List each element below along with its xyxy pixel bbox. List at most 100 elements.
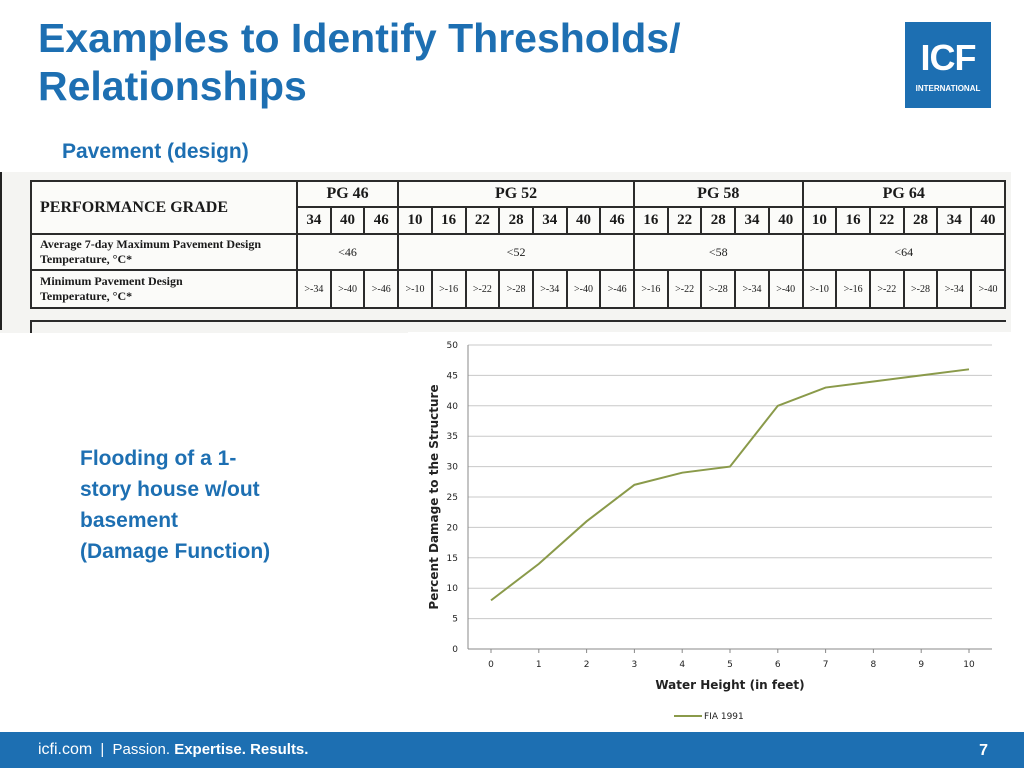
grade-value-cell: 46	[363, 206, 400, 235]
row-label-line: Temperature, °C*	[40, 252, 133, 266]
y-tick-label: 35	[447, 432, 458, 442]
average-max-temp-row: Average 7-day Maximum Pavement Design Tem…	[30, 233, 1007, 271]
row-label-line: Minimum Pavement Design	[40, 274, 183, 288]
grade-value-cell: 28	[700, 206, 737, 235]
y-tick-label: 15	[447, 554, 458, 564]
minimum-temp-row: Minimum Pavement Design Temperature, °C* >…	[30, 269, 1006, 309]
x-tick-label: 3	[632, 660, 638, 670]
minimum-temp-cell: >-40	[767, 269, 804, 309]
grade-group-label: PG 46	[295, 180, 400, 208]
minimum-temp-cell: >-46	[599, 269, 636, 309]
footer-tagline-passion: Passion.	[112, 741, 171, 758]
grade-value-cell: 34	[296, 206, 332, 235]
y-tick-label: 20	[447, 523, 459, 533]
minimum-temp-cell: >-10	[801, 269, 838, 309]
grade-value-cell: 34	[936, 206, 973, 235]
table-bottom-rule	[30, 320, 1006, 333]
performance-grade-label: PERFORMANCE GRADE	[30, 180, 298, 235]
grade-values-row: 34 40 46 10 16 22 28 34 40 46 16 22 28 34 40 10 16 22 28 34…	[31, 206, 1006, 235]
average-max-temp-cell: <58	[633, 233, 804, 271]
y-tick-label: 30	[447, 463, 459, 473]
minimum-temp-cell: >-40	[329, 269, 366, 309]
y-tick-label: 50	[447, 341, 459, 351]
minimum-temp-cell: >-28	[498, 269, 534, 309]
x-axis-title: Water Height (in feet)	[655, 678, 804, 692]
page-number: 7	[979, 742, 988, 759]
grade-value-cell: 22	[666, 206, 703, 235]
footer-bar: icfi.com | Passion. Expertise. Results. …	[0, 732, 1024, 768]
minimum-temp-cell: >-22	[464, 269, 501, 309]
grade-value-cell: 28	[902, 206, 939, 235]
series-line	[490, 368, 970, 602]
average-max-temp-cell: <46	[295, 233, 400, 271]
grade-group-label: PG 64	[801, 180, 1007, 208]
minimum-temp-cell: >-34	[296, 269, 332, 309]
x-tick-label: 7	[823, 660, 829, 670]
grade-value-cell: 40	[970, 206, 1006, 235]
minimum-temp-label: Minimum Pavement Design Temperature, °C*	[30, 269, 298, 309]
slide-title: Examples to Identify Thresholds/ Relatio…	[38, 14, 878, 110]
grade-value-cell: 10	[397, 206, 433, 235]
minimum-temp-cell: >-40	[970, 269, 1006, 309]
minimum-temp-cell: >-34	[734, 269, 770, 309]
grade-value-cell: 16	[835, 206, 871, 235]
x-tick-label: 4	[679, 660, 685, 670]
minimum-temp-cell: >-40	[565, 269, 602, 309]
footer-url[interactable]: icfi.com	[38, 741, 93, 758]
x-tick-label: 0	[488, 660, 494, 670]
x-tick-label: 2	[584, 660, 590, 670]
minimum-temp-cell: >-16	[835, 269, 871, 309]
y-axis-title: Percent Damage to the Structure	[427, 384, 441, 609]
grade-header-row: PERFORMANCE GRADE PG 46 PG 52 PG 58 PG 64	[30, 180, 1007, 235]
minimum-temp-cell: >-28	[700, 269, 737, 309]
grade-value-cell: 16	[430, 206, 467, 235]
section-subtitle: Pavement (design)	[62, 140, 249, 163]
scan-edge	[0, 172, 2, 330]
grade-value-cell: 46	[599, 206, 636, 235]
minimum-temp-cell: >-16	[633, 269, 669, 309]
grade-value-cell: 40	[767, 206, 804, 235]
footer-separator: |	[100, 741, 105, 758]
y-tick-label: 0	[452, 645, 458, 655]
grade-value-cell: 10	[801, 206, 838, 235]
performance-grade-table: PERFORMANCE GRADE PG 46 PG 52 PG 58 PG 64 34 4…	[30, 180, 1007, 309]
grade-value-cell: 40	[329, 206, 366, 235]
legend-label: FIA 1991	[704, 712, 744, 722]
grade-group-label: PG 52	[397, 180, 636, 208]
grade-value-cell: 34	[734, 206, 770, 235]
grade-value-cell: 22	[464, 206, 501, 235]
grade-group-label: PG 58	[633, 180, 804, 208]
average-max-temp-cell: <64	[801, 233, 1007, 271]
minimum-temp-cell: >-28	[902, 269, 939, 309]
average-max-temp-cell: <52	[397, 233, 636, 271]
caption-line: Flooding of a 1-	[80, 447, 237, 470]
caption-line: (Damage Function)	[80, 540, 271, 563]
grade-value-cell: 34	[531, 206, 568, 235]
slide-title-line-2: Relationships	[38, 63, 307, 109]
footer-tagline-results: Results.	[250, 741, 309, 758]
footer-tagline-expertise: Expertise.	[174, 741, 246, 758]
grade-value-cell: 16	[633, 206, 669, 235]
caption-line: basement	[80, 509, 179, 532]
logo-wordmark: ICF	[920, 37, 977, 78]
row-label-line: Average 7-day Maximum Pavement Design	[40, 237, 262, 251]
y-tick-label: 5	[452, 615, 458, 625]
footer-branding: icfi.com | Passion. Expertise. Results.	[38, 741, 308, 759]
y-tick-label: 25	[447, 493, 458, 503]
x-tick-label: 1	[536, 660, 542, 670]
average-max-temp-label: Average 7-day Maximum Pavement Design Tem…	[30, 233, 298, 271]
slide-title-line-1: Examples to Identify Thresholds/	[38, 15, 681, 61]
x-tick-label: 8	[871, 660, 877, 670]
x-tick-label: 9	[918, 660, 924, 670]
x-tick-label: 10	[963, 660, 975, 670]
x-tick-label: 6	[775, 660, 781, 670]
grade-value-cell: 22	[868, 206, 905, 235]
damage-function-caption: Flooding of a 1- story house w/out basem…	[80, 443, 380, 567]
y-tick-label: 45	[447, 371, 458, 381]
minimum-temp-cell: >-34	[531, 269, 568, 309]
logo-subtext: INTERNATIONAL	[915, 84, 981, 93]
icf-logo: ICF INTERNATIONAL	[905, 22, 991, 108]
minimum-temp-cell: >-34	[936, 269, 973, 309]
minimum-temp-cell: >-46	[363, 269, 400, 309]
